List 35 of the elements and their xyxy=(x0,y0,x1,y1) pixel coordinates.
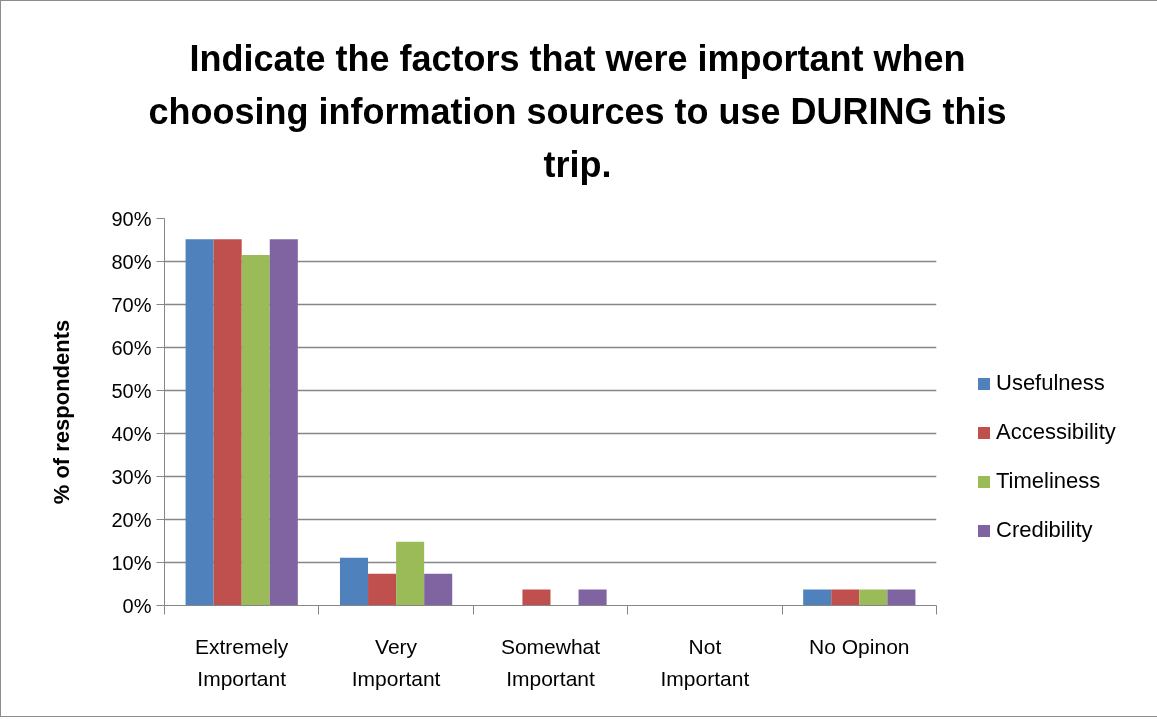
y-tick-label: 80% xyxy=(111,250,152,273)
y-tick-label: 60% xyxy=(111,336,152,359)
y-tick-label: 70% xyxy=(111,293,152,316)
y-tick-label: 90% xyxy=(111,207,152,230)
bar xyxy=(339,557,369,606)
bar xyxy=(424,573,453,606)
x-tick-label: Not Important xyxy=(660,634,750,690)
bar xyxy=(213,239,242,606)
legend-label: Credibility xyxy=(996,517,1093,543)
bar xyxy=(241,255,270,606)
bar xyxy=(803,589,832,606)
chart-title: Indicate the factors that were important when choosing information sources to use DURING this trip. xyxy=(148,37,1007,187)
y-tick-label: 30% xyxy=(111,465,152,488)
y-tick-label: 0% xyxy=(122,594,152,617)
y-tick-label: 20% xyxy=(111,508,152,531)
legend-label: Usefulness xyxy=(996,370,1105,396)
y-tick-label: 10% xyxy=(111,551,152,574)
legend-label: Accessibility xyxy=(996,419,1116,445)
x-tick-label: Extremely Important xyxy=(195,634,289,690)
y-tick-label: 40% xyxy=(111,422,152,445)
bar xyxy=(859,589,888,606)
bar xyxy=(185,239,214,606)
bar xyxy=(578,589,607,606)
bar xyxy=(269,239,298,606)
bar xyxy=(887,589,916,606)
bar xyxy=(831,589,860,606)
y-tick-label: 50% xyxy=(111,379,152,402)
legend-label: Timeliness xyxy=(996,468,1101,494)
x-tick-label: Somewhat Important xyxy=(500,634,601,690)
x-tick-label: No Opinon xyxy=(809,634,910,658)
y-axis-title: % of respondents xyxy=(49,319,75,505)
bar xyxy=(522,589,551,606)
bar xyxy=(368,573,397,606)
bar xyxy=(396,541,425,606)
x-tick-label: Very Important xyxy=(351,634,441,690)
